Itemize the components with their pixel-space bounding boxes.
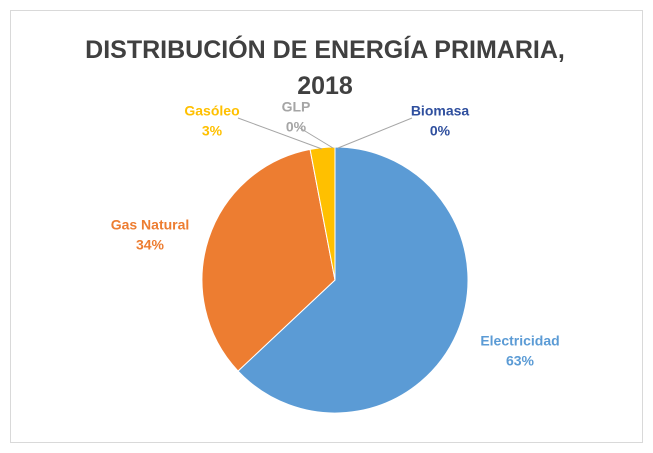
leader-line bbox=[337, 117, 413, 149]
leader-line bbox=[237, 117, 323, 150]
slice-label: Biomasa bbox=[411, 103, 470, 119]
pie-slice bbox=[201, 148, 336, 372]
pie-slice bbox=[237, 146, 469, 414]
slice-value-label: 0% bbox=[286, 119, 307, 135]
slice-label: Electricidad bbox=[480, 333, 559, 349]
chart-title: DISTRIBUCIÓN DE ENERGÍA PRIMARIA, 2018 bbox=[85, 36, 565, 100]
leader-line bbox=[299, 127, 334, 149]
slice-value-label: 63% bbox=[506, 353, 535, 369]
slice-value-label: 3% bbox=[202, 123, 223, 139]
slice-label: Gasóleo bbox=[184, 103, 239, 119]
slice-label: GLP bbox=[282, 99, 311, 115]
slice-label: Gas Natural bbox=[111, 217, 190, 233]
slice-value-label: 0% bbox=[430, 123, 451, 139]
chart-border bbox=[10, 10, 643, 443]
slice-value-label: 34% bbox=[136, 237, 165, 253]
